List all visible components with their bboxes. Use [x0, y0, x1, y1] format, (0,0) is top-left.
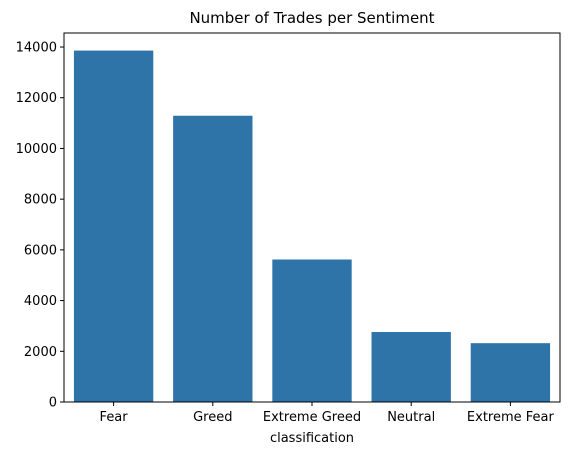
y-tick-label: 0	[49, 396, 57, 411]
x-tick-label: Neutral	[387, 410, 435, 425]
y-axis: 0 2000 4000 6000 8000 10000 12000 14000	[16, 41, 64, 411]
bar-greed	[173, 115, 253, 402]
y-tick-label: 2000	[24, 345, 57, 360]
x-axis-label: classification	[270, 431, 354, 446]
x-tick-label: Greed	[193, 410, 232, 425]
y-tick-label: 4000	[24, 294, 57, 309]
y-tick-label: 6000	[24, 243, 57, 258]
x-axis: Fear Greed Extreme Greed Neutral Extreme Fea…	[100, 402, 555, 425]
chart-title: Number of Trades per Sentiment	[189, 9, 434, 27]
y-tick-label: 10000	[16, 142, 57, 157]
bar-extreme-greed	[272, 259, 352, 402]
y-tick-label: 14000	[16, 41, 57, 56]
x-tick-label: Extreme Greed	[263, 410, 361, 425]
x-tick-label: Extreme Fear	[467, 410, 555, 425]
y-tick-label: 12000	[16, 91, 57, 106]
bar-neutral	[371, 332, 451, 402]
bar-fear	[73, 50, 154, 402]
bar-extreme-fear	[470, 343, 551, 402]
x-tick-label: Fear	[100, 410, 129, 425]
y-tick-label: 8000	[24, 193, 57, 208]
plot-area	[63, 32, 561, 403]
